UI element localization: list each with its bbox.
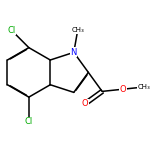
Text: Cl: Cl (7, 26, 16, 35)
Text: O: O (120, 85, 126, 94)
Text: CH₃: CH₃ (71, 28, 84, 33)
Text: N: N (71, 48, 77, 57)
Text: Cl: Cl (25, 117, 33, 126)
Text: CH₃: CH₃ (138, 84, 150, 90)
Text: O: O (82, 99, 88, 108)
